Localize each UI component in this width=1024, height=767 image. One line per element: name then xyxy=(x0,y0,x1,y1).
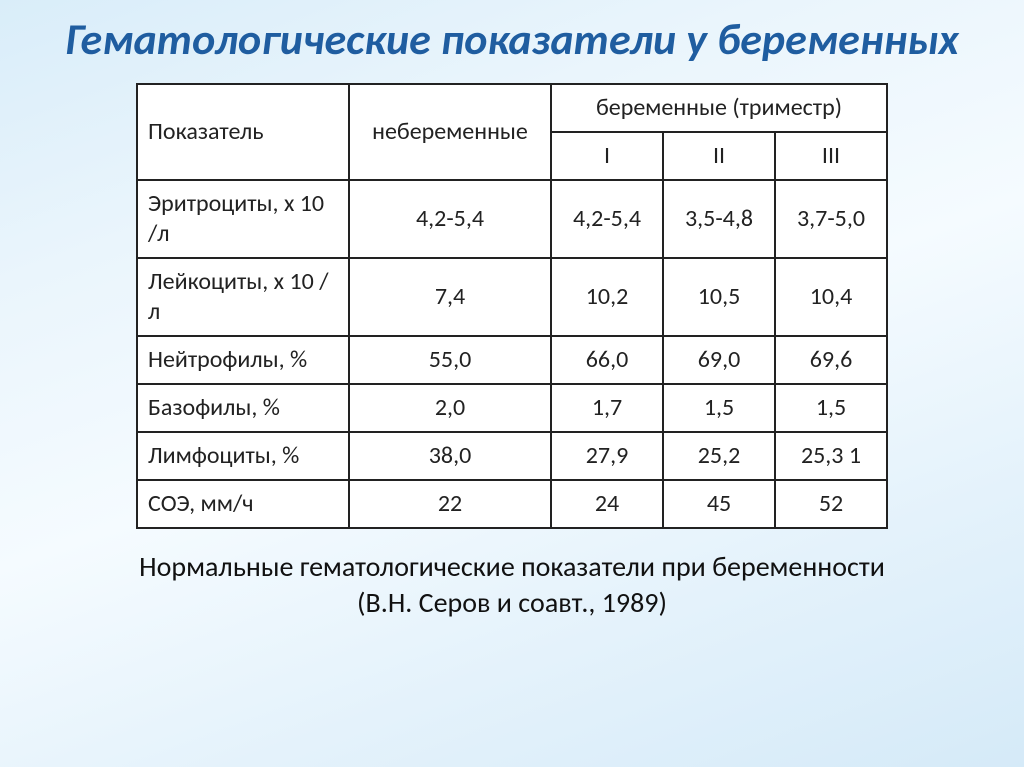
col-header-nonpregnant: небеременные xyxy=(349,84,551,180)
cell-nonpreg: 7,4 xyxy=(349,258,551,336)
cell-param: Базофилы, % xyxy=(137,384,349,432)
cell-t2: 69,0 xyxy=(663,336,775,384)
cell-nonpreg: 55,0 xyxy=(349,336,551,384)
cell-t1: 4,2-5,4 xyxy=(551,180,663,258)
caption: Нормальные гематологические показатели п… xyxy=(139,549,885,622)
cell-nonpreg: 22 xyxy=(349,480,551,528)
cell-t2: 25,2 xyxy=(663,432,775,480)
cell-param: Нейтрофилы, % xyxy=(137,336,349,384)
cell-t2: 10,5 xyxy=(663,258,775,336)
table-row: СОЭ, мм/ч 22 24 45 52 xyxy=(137,480,887,528)
hematology-table-wrap: Показатель небеременные беременные (трим… xyxy=(136,83,888,529)
col-header-tri2: II xyxy=(663,132,775,180)
cell-t3: 3,7-5,0 xyxy=(775,180,887,258)
cell-t2: 1,5 xyxy=(663,384,775,432)
cell-t1: 66,0 xyxy=(551,336,663,384)
cell-t1: 24 xyxy=(551,480,663,528)
cell-t3: 10,4 xyxy=(775,258,887,336)
cell-param: Эритроциты, х 10 /л xyxy=(137,180,349,258)
cell-t1: 10,2 xyxy=(551,258,663,336)
table-row: Нейтрофилы, % 55,0 66,0 69,0 69,6 xyxy=(137,336,887,384)
cell-t1: 27,9 xyxy=(551,432,663,480)
col-header-pregnant-group: беременные (триместр) xyxy=(551,84,887,132)
col-header-param: Показатель xyxy=(137,84,349,180)
table-row: Лейкоциты, х 10 /л 7,4 10,2 10,5 10,4 xyxy=(137,258,887,336)
slide: Гематологические показатели у беременных… xyxy=(0,0,1024,767)
cell-nonpreg: 4,2-5,4 xyxy=(349,180,551,258)
cell-param: СОЭ, мм/ч xyxy=(137,480,349,528)
cell-nonpreg: 38,0 xyxy=(349,432,551,480)
header-row-1: Показатель небеременные беременные (трим… xyxy=(137,84,887,132)
cell-t3: 1,5 xyxy=(775,384,887,432)
caption-line1: Нормальные гематологические показатели п… xyxy=(139,549,885,584)
caption-line2: (В.Н. Серов и соавт., 1989) xyxy=(357,585,667,620)
cell-t1: 1,7 xyxy=(551,384,663,432)
hematology-table: Показатель небеременные беременные (трим… xyxy=(136,83,888,529)
col-header-tri1: I xyxy=(551,132,663,180)
cell-t3: 52 xyxy=(775,480,887,528)
cell-t3: 25,3 1 xyxy=(775,432,887,480)
slide-title: Гематологические показатели у беременных xyxy=(65,14,959,65)
table-row: Эритроциты, х 10 /л 4,2-5,4 4,2-5,4 3,5-… xyxy=(137,180,887,258)
table-row: Лимфоциты, % 38,0 27,9 25,2 25,3 1 xyxy=(137,432,887,480)
table-row: Базофилы, % 2,0 1,7 1,5 1,5 xyxy=(137,384,887,432)
cell-t3: 69,6 xyxy=(775,336,887,384)
cell-t2: 45 xyxy=(663,480,775,528)
cell-param: Лейкоциты, х 10 /л xyxy=(137,258,349,336)
cell-nonpreg: 2,0 xyxy=(349,384,551,432)
cell-param: Лимфоциты, % xyxy=(137,432,349,480)
cell-t2: 3,5-4,8 xyxy=(663,180,775,258)
col-header-tri3: III xyxy=(775,132,887,180)
